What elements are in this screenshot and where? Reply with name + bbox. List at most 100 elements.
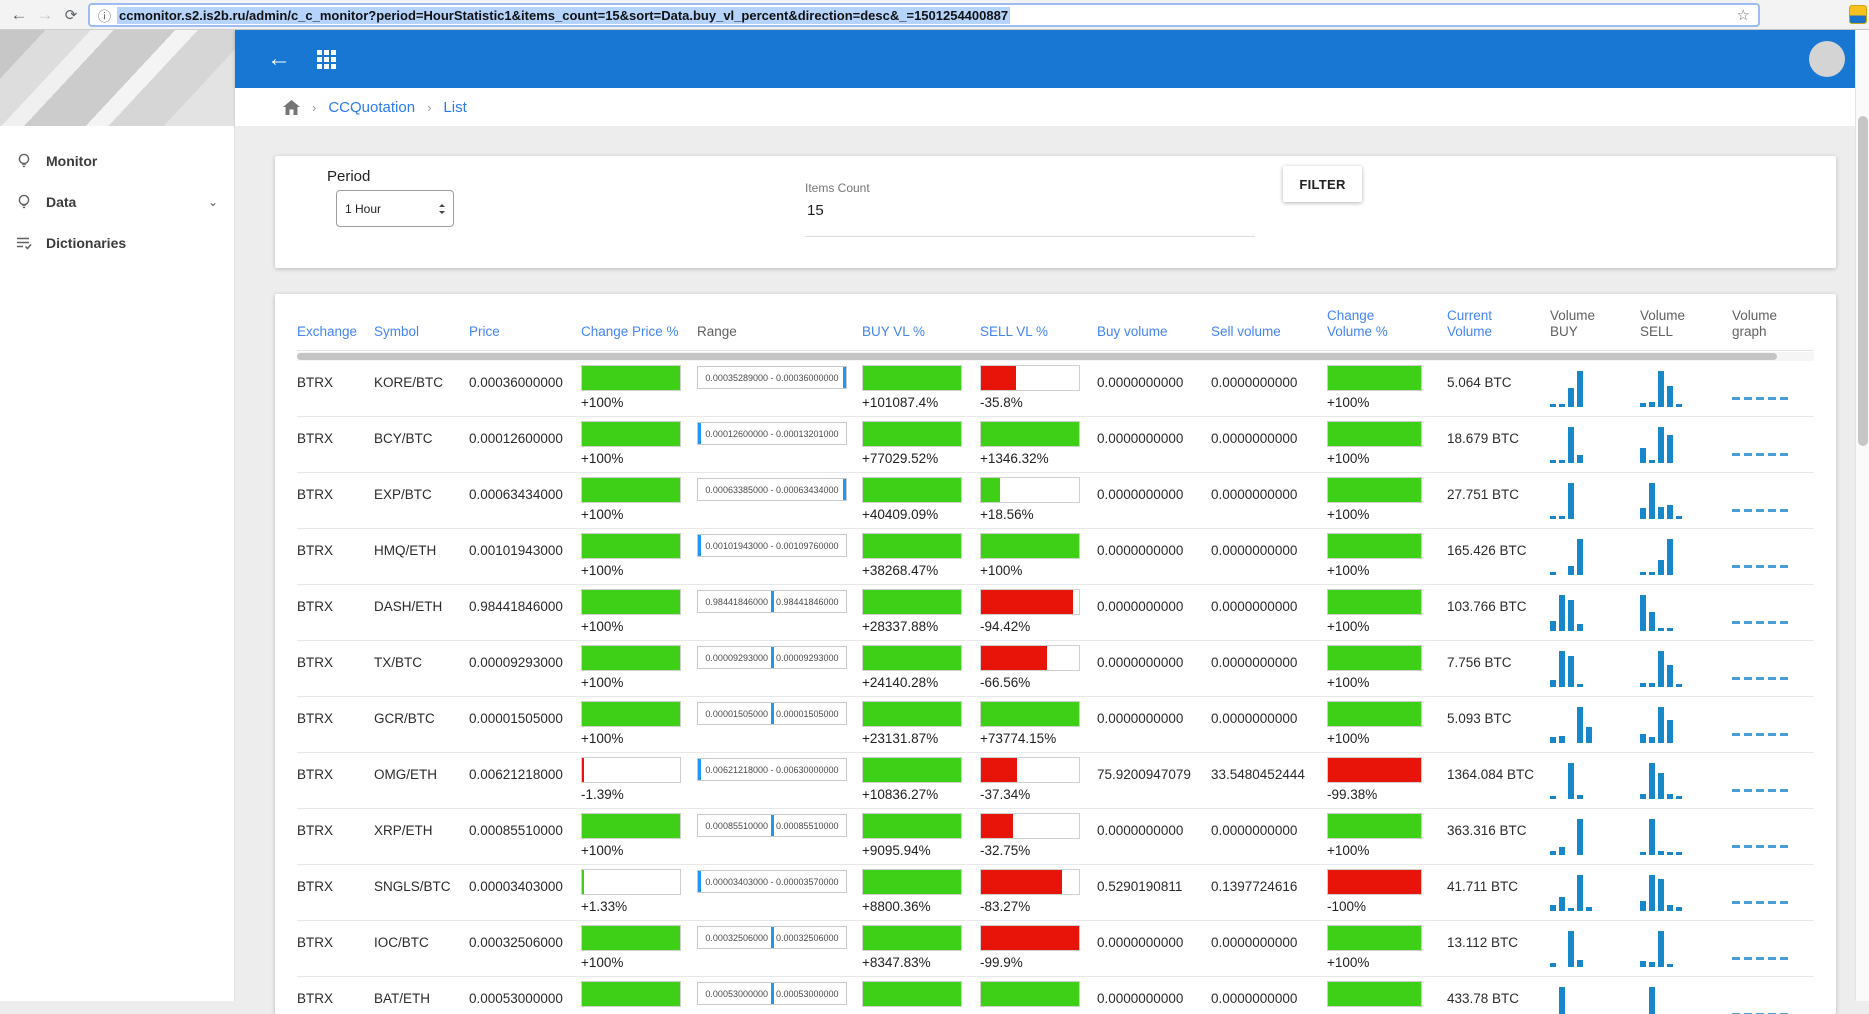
sidebar-nav: MonitorData⌄Dictionaries	[0, 140, 234, 263]
current-volume-value: 18.679 BTC	[1447, 417, 1550, 472]
table-body: BTRXKORE/BTC0.00036000000+100%0.00035289…	[297, 361, 1814, 1014]
volume-buy-minichart	[1550, 479, 1640, 519]
buy-volume-value: 0.0000000000	[1097, 809, 1211, 864]
page-vertical-scrollbar[interactable]	[1855, 30, 1869, 1001]
change-volume-bar	[1327, 477, 1422, 503]
items-count-input[interactable]: 15	[807, 202, 824, 219]
column-header-buy-volume[interactable]: Buy volume	[1097, 324, 1211, 340]
exchange-value: BTRX	[297, 473, 374, 528]
price-value: 0.00621218000	[469, 753, 581, 808]
price-value: 0.00063434000	[469, 473, 581, 528]
column-header-exchange[interactable]: Exchange	[297, 324, 374, 340]
volume-graph-flatline	[1732, 509, 1792, 512]
column-header-sell-volume[interactable]: Sell volume	[1211, 324, 1327, 340]
price-value: 0.00009293000	[469, 641, 581, 696]
table-horizontal-scrollbar[interactable]	[297, 352, 1814, 361]
volume-buy-minichart	[1550, 535, 1640, 575]
column-header-volume-buy: Volume BUY	[1550, 308, 1640, 340]
current-volume-value: 5.093 BTC	[1447, 697, 1550, 752]
breadcrumb-list[interactable]: List	[443, 99, 466, 116]
hscroll-thumb[interactable]	[297, 353, 1777, 360]
items-count-underline	[805, 236, 1255, 237]
sidebar-item-monitor[interactable]: Monitor	[0, 140, 234, 181]
change-price-bar	[581, 701, 681, 727]
column-header-label: Change Volume %	[1327, 308, 1423, 340]
buy-vl-bar	[862, 477, 962, 503]
column-header-change-volume-[interactable]: Change Volume %	[1327, 308, 1447, 340]
price-value: 0.00012600000	[469, 417, 581, 472]
sell-volume-value: 0.0000000000	[1211, 921, 1327, 976]
change-volume-bar	[1327, 421, 1422, 447]
browser-forward-icon[interactable]: →	[32, 5, 58, 25]
sell-vl-label: -35.8%	[980, 395, 1097, 410]
apps-grid-icon[interactable]	[317, 50, 336, 69]
home-icon[interactable]	[283, 100, 300, 115]
sell-volume-value: 33.5480452444	[1211, 753, 1327, 808]
volume-buy-minichart	[1550, 647, 1640, 687]
buy-vl-label: +101087.4%	[862, 395, 980, 410]
volume-buy-minichart	[1550, 871, 1640, 911]
filter-card: Period 1 Hour Items Count 15 FILTER	[275, 156, 1836, 268]
price-value: 0.00101943000	[469, 529, 581, 584]
column-header-label: Volume graph	[1732, 308, 1787, 340]
buy-vl-bar	[862, 645, 962, 671]
filter-button[interactable]: FILTER	[1283, 166, 1362, 202]
vscroll-thumb[interactable]	[1858, 116, 1868, 446]
change-price-bar	[581, 981, 681, 1007]
price-value: 0.00053000000	[469, 977, 581, 1014]
buy-vl-label: +8800.36%	[862, 899, 980, 914]
volume-sell-minichart	[1640, 871, 1732, 911]
url-bar[interactable]: ⓘ ccmonitor.s2.is2b.ru/admin/c_c_monitor…	[88, 3, 1760, 27]
app-back-icon[interactable]: ←	[267, 47, 291, 71]
column-header-sell-vl-[interactable]: SELL VL %	[980, 324, 1097, 340]
volume-sell-minichart	[1640, 647, 1732, 687]
sell-vl-bar	[980, 421, 1080, 447]
sidebar-item-dictionaries[interactable]: Dictionaries	[0, 222, 234, 263]
change-price-label: +100%	[581, 619, 697, 634]
breadcrumb-ccquotation[interactable]: CCQuotation	[328, 99, 415, 116]
price-value: 0.98441846000	[469, 585, 581, 640]
bookmark-star-icon[interactable]: ☆	[1737, 6, 1750, 24]
volume-graph-flatline	[1732, 845, 1792, 848]
sell-volume-value: 0.0000000000	[1211, 529, 1327, 584]
page-info-icon[interactable]: ⓘ	[98, 6, 111, 25]
url-text[interactable]: ccmonitor.s2.is2b.ru/admin/c_c_monitor?p…	[117, 7, 1010, 24]
buy-vl-label: +24140.28%	[862, 675, 980, 690]
range-marker	[698, 759, 701, 780]
extension-icon[interactable]	[1849, 5, 1867, 24]
change-volume-label: +100%	[1327, 563, 1447, 578]
column-header-change-price-[interactable]: Change Price %	[581, 324, 697, 340]
symbol-value: HMQ/ETH	[374, 529, 469, 584]
sell-volume-value: 0.0000000000	[1211, 473, 1327, 528]
browser-reload-icon[interactable]: ⟳	[58, 6, 84, 24]
column-header-symbol[interactable]: Symbol	[374, 324, 469, 340]
change-price-bar	[581, 533, 681, 559]
range-text: 0.00035289000 - 0.00036000000	[705, 373, 838, 383]
volume-graph-flatline	[1732, 621, 1792, 624]
main-content: Period 1 Hour Items Count 15 FILTER Exch…	[235, 126, 1855, 1001]
range-indicator: 0.00085510000 - 0.00085510000	[697, 814, 847, 837]
sell-vl-label: -66.56%	[980, 675, 1097, 690]
change-volume-label: +100%	[1327, 843, 1447, 858]
buy-volume-value: 0.0000000000	[1097, 697, 1211, 752]
avatar[interactable]	[1809, 41, 1845, 77]
range-indicator: 0.00012600000 - 0.00013201000	[697, 422, 847, 445]
sell-vl-label: +18.56%	[980, 507, 1097, 522]
column-header-buy-vl-[interactable]: BUY VL %	[862, 324, 980, 340]
period-label: Period	[327, 168, 370, 185]
sidebar-item-data[interactable]: Data⌄	[0, 181, 234, 222]
period-select[interactable]: 1 Hour	[336, 190, 454, 227]
sell-vl-label: +100%	[980, 563, 1097, 578]
symbol-value: XRP/ETH	[374, 809, 469, 864]
current-volume-value: 7.756 BTC	[1447, 641, 1550, 696]
column-header-current-volume[interactable]: Current Volume	[1447, 308, 1550, 340]
buy-vl-bar	[862, 533, 962, 559]
sell-vl-label: -99.9%	[980, 955, 1097, 970]
range-indicator: 0.00063385000 - 0.00063434000	[697, 478, 847, 501]
column-header-price[interactable]: Price	[469, 324, 581, 340]
change-price-bar	[581, 589, 681, 615]
change-volume-label: +100%	[1327, 731, 1447, 746]
browser-back-icon[interactable]: ←	[6, 5, 32, 25]
change-volume-label: +100%	[1327, 619, 1447, 634]
buy-volume-value: 0.0000000000	[1097, 473, 1211, 528]
